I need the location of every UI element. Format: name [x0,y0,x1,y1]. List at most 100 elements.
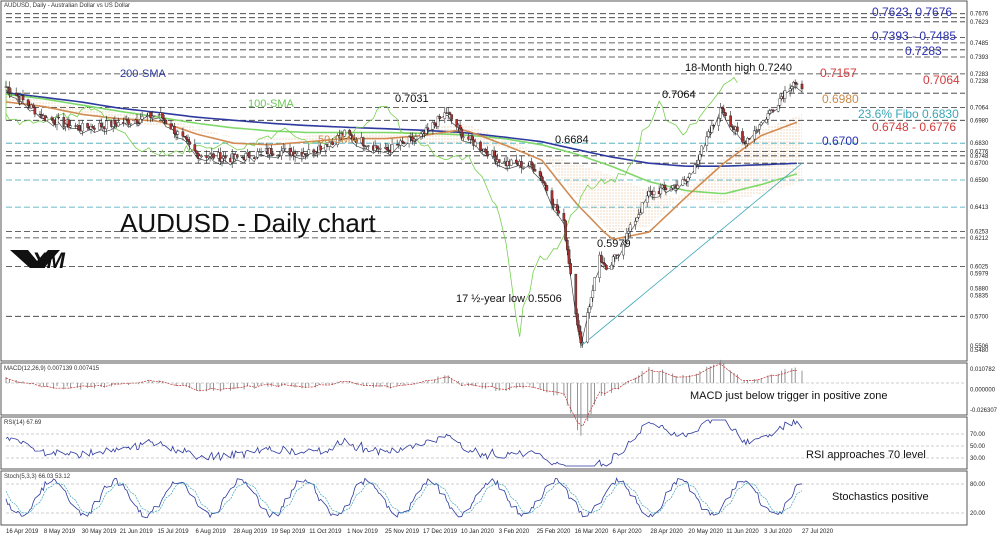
candle-body [729,115,732,127]
rsi-title: RSI(14) 67.69 [4,420,42,426]
candle-body [402,142,406,144]
price-axis-label: 0.6413 [970,205,989,211]
candle-body [470,135,474,141]
candle-body [688,173,691,179]
candle-body [545,185,549,191]
date-axis-label: 28 Aug 2019 [233,529,267,535]
candle-body [183,135,186,138]
indicator-axis-label: 20.00 [970,511,986,517]
candle-body [647,190,651,197]
candle-body [462,136,465,138]
candle-body [771,109,775,112]
candle-body [600,254,603,263]
date-axis-label: 1 Nov 2019 [347,529,378,535]
candle-body [8,87,11,94]
candle-body [128,122,132,125]
candle-body [218,152,222,162]
candle-body [77,125,81,130]
indicator-axis-label: 80.00 [970,482,986,488]
candle-body [577,324,581,332]
sma200-label: 200-SMA [120,68,167,80]
kijun-line [5,86,803,346]
logo-text: XM [30,248,66,273]
candle-body [686,177,690,182]
price-axis-label: 0.6590 [970,178,989,184]
candle-body [526,165,530,167]
candle-body [540,175,544,181]
candle-body [576,313,579,326]
candle-body [220,158,224,162]
candle-body [722,108,726,113]
candle-body [350,133,353,136]
candle-body [696,159,700,165]
candle-body [759,122,763,126]
candle-body [224,156,227,159]
sma100-line [5,93,798,195]
candle-body [411,136,414,141]
candle-body [610,264,613,270]
candle-body [424,127,428,134]
candle-body [450,114,453,120]
candle-body [555,204,559,211]
candle-body [55,116,59,125]
candle-body [788,88,792,91]
candle-body [589,297,593,307]
window-title: AUDUSD, Daily - Australian Dollar vs US … [4,3,130,9]
candle-body [603,262,606,266]
candle-body [790,86,794,89]
candle-body [455,119,459,128]
candle-body [419,133,423,137]
candle-body [719,107,722,119]
date-axis-label: 28 Apr 2020 [650,529,683,535]
candle-body [579,331,583,343]
level-label: 23.6% Fibo 0.6830 [858,107,959,121]
high-7064-label: 0.7064 [662,89,696,101]
xm-logo: XM [10,248,66,273]
candle-body [645,195,649,203]
candle-body [625,232,629,242]
candle-body [14,92,18,96]
candle-body [557,210,561,214]
candle-body [431,122,435,130]
candle-body [753,130,756,140]
price-axis-label: 0.7676 [970,12,989,18]
candle-body [50,117,54,120]
price-axis-label: 0.7393 [970,55,989,61]
candle-body [254,156,258,159]
candle-body [195,150,198,154]
candle-body [247,151,251,158]
low-5506-label: 17 ½-year low 0.5506 [456,293,562,305]
candle-body [754,130,758,132]
date-axis-label: 15 Jul 2019 [158,529,190,535]
macd-title: MACD(12,26,9) 0.007139 0.007415 [4,366,100,372]
candle-body [515,159,518,164]
macd-pane [0,362,968,416]
candle-body [581,341,584,344]
price-axis-label: 0.7238 [970,79,989,85]
level-label: 0.6700 [822,134,859,148]
candle-body [16,95,20,97]
candle-body [331,141,334,145]
candle-body [186,138,190,142]
candle-body [412,138,416,141]
candle-body [611,256,615,266]
date-axis-label: 19 Sep 2019 [271,529,306,535]
price-axis-label: 0.7283 [970,72,989,78]
price-axis-label: 0.5700 [970,314,989,320]
ichimoku-cloud [6,95,802,234]
level-label: 0.6748 - 0.6776 [872,120,956,134]
price-axis-label: 0.5506 [970,344,989,350]
indicator-axis-label: 0.000000 [970,388,996,394]
candle-body [139,118,142,124]
indicator-axis-label: 70.00 [970,432,986,438]
candle-body [598,254,601,278]
level-label: 0.7283 [905,44,942,58]
candle-body [57,116,60,119]
date-axis-label: 8 May 2019 [44,529,76,535]
candle-body [652,191,656,195]
candle-body [521,165,525,168]
sma100-label: 100-SMA [248,98,295,110]
rsi-line [5,418,803,467]
candle-body [137,122,141,124]
candle-body [681,179,685,186]
